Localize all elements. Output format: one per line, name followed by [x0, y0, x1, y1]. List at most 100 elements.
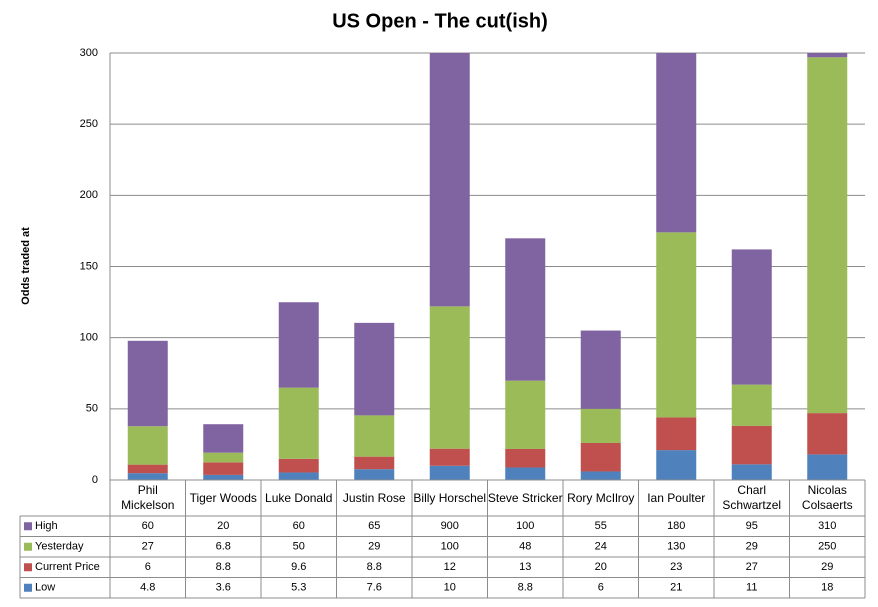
bar-segment — [505, 238, 546, 381]
bar-segment — [429, 448, 470, 466]
table-value: 8.8 — [367, 561, 382, 573]
bar-segment — [505, 380, 546, 449]
table-value: 10 — [444, 582, 456, 594]
category-cell: Nicolas Colsaerts — [801, 483, 853, 512]
table-value: 24 — [595, 541, 607, 553]
y-axis-label: Odds traded at — [20, 227, 32, 305]
legend-key — [24, 583, 32, 592]
bar-segment — [505, 448, 546, 468]
y-tick-label: 150 — [80, 260, 98, 272]
legend-key — [24, 542, 32, 551]
bar-segment — [429, 306, 470, 449]
bar-segment — [656, 232, 697, 418]
bar-segment — [580, 330, 621, 409]
x-tick-label: Ian Poulter — [647, 490, 706, 505]
x-tick-label: Rory McIlroy — [567, 490, 635, 505]
category-cell: Steve Stricker — [488, 491, 563, 505]
bar-segment — [354, 322, 395, 416]
table-value: 6 — [145, 561, 151, 573]
bar-segment — [354, 456, 395, 470]
table-value: 23 — [670, 561, 682, 573]
y-tick-label: 0 — [92, 474, 98, 486]
table-value: 900 — [441, 520, 459, 532]
category-cell: Charl Schwartzel — [722, 483, 782, 512]
table-value: 6.8 — [216, 541, 231, 553]
bar-segment — [580, 471, 621, 480]
table-value: 29 — [821, 561, 833, 573]
category-cell: Luke Donald — [265, 490, 333, 505]
legend-label: High — [35, 520, 58, 532]
table-value: 310 — [818, 520, 836, 532]
bar-segment — [354, 415, 395, 457]
y-tick-label: 100 — [80, 332, 98, 344]
category-cell: Phil Mickelson — [121, 483, 175, 512]
bar-segment — [127, 473, 168, 480]
bar-segment — [278, 387, 319, 459]
bar-segment — [127, 464, 168, 474]
table-value: 48 — [519, 541, 531, 553]
x-tick-label: Billy Horschel — [413, 490, 487, 505]
table-value: 250 — [818, 541, 836, 553]
bar-segment — [203, 424, 244, 453]
bar-segment — [203, 474, 244, 480]
x-tick-label: Tiger Woods — [189, 490, 257, 505]
bar-segment — [429, 465, 470, 480]
table-value: 100 — [441, 541, 459, 553]
table-value: 55 — [595, 520, 607, 532]
bar-segment — [127, 426, 168, 465]
bar-segment — [203, 452, 244, 463]
bar-segment — [731, 425, 772, 465]
table-value: 27 — [746, 561, 758, 573]
table-value: 12 — [444, 561, 456, 573]
bar-segment — [656, 53, 697, 233]
table-value: 8.8 — [216, 561, 231, 573]
bar-segment — [807, 413, 848, 455]
category-cell: Justin Rose — [343, 491, 406, 505]
bar-segment — [505, 467, 546, 480]
table-value: 11 — [746, 582, 757, 594]
legend-label: Current Price — [35, 561, 100, 573]
category-cell: Billy Horschel — [413, 490, 487, 505]
table-value: 5.3 — [291, 582, 306, 594]
bar-segment — [127, 340, 168, 427]
y-tick-label: 200 — [80, 189, 98, 201]
bar-segment — [731, 464, 772, 480]
x-tick-label: Phil Mickelson — [121, 483, 175, 512]
table-value: 8.8 — [518, 582, 533, 594]
table-value: 27 — [142, 541, 154, 553]
bar-segment — [807, 454, 848, 480]
bar-segment — [656, 417, 697, 451]
table-value: 4.8 — [140, 582, 155, 594]
x-tick-label: Luke Donald — [265, 490, 333, 505]
table-value: 7.6 — [367, 582, 382, 594]
x-tick-label: Charl Schwartzel — [722, 483, 782, 512]
table-value: 60 — [142, 520, 154, 532]
bar-segment — [429, 53, 470, 307]
chart-title: US Open - The cut(ish) — [332, 10, 548, 32]
bar-segment — [580, 442, 621, 472]
legend-key — [24, 563, 32, 572]
table-value: 50 — [293, 541, 305, 553]
table-value: 3.6 — [216, 582, 231, 594]
x-tick-label: Nicolas Colsaerts — [801, 483, 853, 512]
table-value: 65 — [368, 520, 380, 532]
category-cell: Ian Poulter — [647, 490, 706, 505]
bar-segment — [203, 462, 244, 475]
bar-segment — [278, 302, 319, 388]
y-tick-label: 250 — [80, 118, 98, 130]
table-value: 29 — [368, 541, 380, 553]
table-value: 20 — [217, 520, 229, 532]
bar-segment — [278, 472, 319, 480]
bar-segment — [354, 469, 395, 480]
y-tick-label: 50 — [86, 403, 98, 415]
table-value: 9.6 — [291, 561, 306, 573]
bar-segment — [656, 450, 697, 480]
table-value: 20 — [595, 561, 607, 573]
table-value: 100 — [516, 520, 534, 532]
y-tick-label: 300 — [80, 47, 98, 59]
table-value: 6 — [598, 582, 604, 594]
table-value: 180 — [667, 520, 685, 532]
bar-segment — [807, 53, 848, 58]
bar-segment — [807, 57, 848, 414]
